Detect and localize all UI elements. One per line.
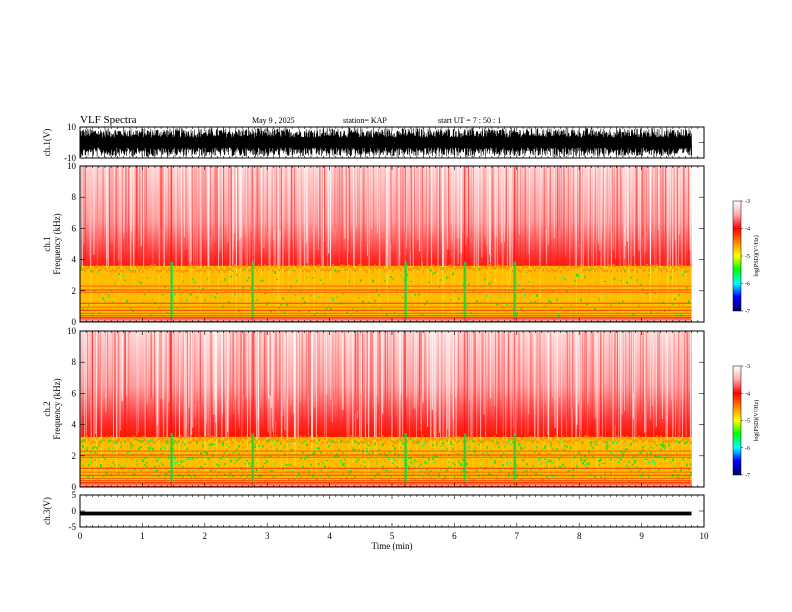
- y-tick-label: 6: [72, 223, 77, 233]
- colorbar-tick-label: -4: [745, 391, 750, 397]
- y-tick-label: -10: [64, 153, 76, 163]
- x-tick-label: 8: [577, 531, 582, 541]
- y-axis-title: ch.1(V): [42, 129, 52, 157]
- x-tick-label: 2: [203, 531, 208, 541]
- colorbar-tick-label: -7: [745, 473, 750, 479]
- ch1-spectrogram-panel: 0 2 4 6 8 10 ch.1Frequency (kHz): [42, 161, 705, 327]
- colorbar-label: log(PSD)(V²/Hz): [753, 400, 760, 441]
- date-label: May 9 , 2025: [252, 116, 295, 125]
- colorbar-label: log(PSD)(V²/Hz): [753, 235, 760, 276]
- ch1-colorbar: -3 -4 -5 -6 -7 log(PSD)(V²/Hz): [732, 199, 760, 315]
- spectrogram-image: [80, 166, 692, 322]
- station-label: station= KAP: [343, 116, 387, 125]
- x-tick-label: 1: [140, 531, 145, 541]
- ch3-waveform-trace: [80, 511, 692, 516]
- colorbar-tick-label: -5: [745, 254, 750, 260]
- y-tick-label: 0: [72, 506, 77, 516]
- x-tick-label: 10: [700, 531, 710, 541]
- y-axis-title: ch.3(V): [42, 497, 52, 525]
- colorbar-tick-label: -6: [745, 282, 750, 288]
- colorbar-tick-label: -3: [745, 199, 750, 205]
- y-tick-label: 0: [72, 317, 77, 327]
- x-tick-label: 0: [78, 531, 83, 541]
- colorbar-tick-label: -3: [745, 364, 750, 370]
- x-tick-label: 4: [327, 531, 332, 541]
- y-tick-label: 2: [72, 286, 77, 296]
- y-tick-label: 5: [72, 490, 77, 500]
- y-tick-label: -5: [69, 522, 77, 532]
- colorbar-tick-label: -5: [745, 419, 750, 425]
- y-tick-label: 0: [72, 482, 77, 492]
- colorbar-gradient: [732, 200, 742, 312]
- colorbar-tick-label: -7: [745, 309, 750, 315]
- y-tick-label: 10: [67, 122, 77, 132]
- start-time-label: start UT = 7 : 50 : 1: [438, 116, 501, 125]
- y-axis-title: ch.2Frequency (kHz): [42, 378, 62, 439]
- ch3-waveform-frame: [79, 494, 705, 528]
- x-tick-label: 6: [452, 531, 457, 541]
- y-tick-label: 10: [67, 326, 77, 336]
- y-axis-title: ch.1Frequency (kHz): [42, 213, 62, 274]
- y-tick-label: 8: [72, 357, 77, 367]
- x-axis-title: Time (min): [372, 541, 413, 551]
- x-tick-label: 7: [515, 531, 520, 541]
- y-tick-label: 10: [67, 161, 77, 171]
- ch1-waveform-panel: 10 -10 ch.1(V): [42, 122, 705, 163]
- colorbar-gradient: [732, 365, 742, 476]
- ch1-waveform-trace: [79, 127, 692, 158]
- x-tick-label: 3: [265, 531, 270, 541]
- ch2-colorbar: -3 -4 -5 -6 -7 log(PSD)(V²/Hz): [732, 364, 760, 479]
- y-tick-label: 4: [72, 420, 77, 430]
- figure-title: VLF Spectra: [80, 114, 137, 126]
- ch2-spectrogram-panel: 0 2 4 6 8 10 ch.2Frequency (kHz): [42, 326, 705, 492]
- colorbar-tick-label: -4: [745, 227, 750, 233]
- colorbar-tick-label: -6: [745, 446, 750, 452]
- x-tick-label: 5: [390, 531, 395, 541]
- y-tick-label: 8: [72, 192, 77, 202]
- x-tick-label: 9: [639, 531, 644, 541]
- y-tick-label: 6: [72, 388, 77, 398]
- y-tick-label: 4: [72, 255, 77, 265]
- spectrogram-image: [80, 331, 692, 487]
- y-tick-label: 2: [72, 451, 77, 461]
